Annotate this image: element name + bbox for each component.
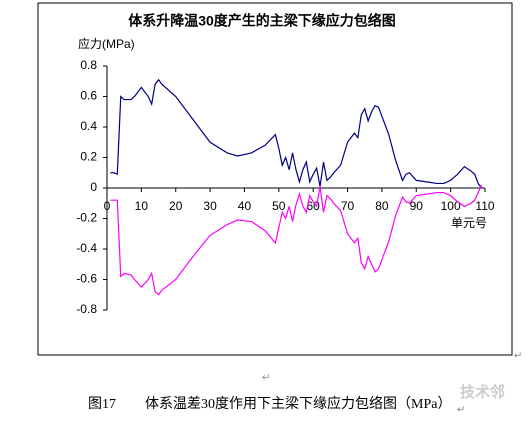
x-tick-label: 70 (341, 199, 355, 213)
x-tick-label: 20 (169, 199, 183, 213)
series-line (110, 184, 483, 296)
paragraph-mark: ↵ (457, 405, 465, 416)
chart-title: 体系升降温30度产生的主梁下缘应力包络图 (128, 13, 396, 29)
paragraph-mark: ↵ (514, 351, 522, 362)
y-axis-label: 应力(MPa) (78, 36, 135, 51)
x-tick-label: 80 (375, 199, 389, 213)
x-tick-label: 10 (135, 199, 149, 213)
y-tick-label: 0 (90, 180, 97, 194)
y-tick-label: -0.6 (76, 272, 97, 286)
y-tick-label: 0.6 (80, 89, 97, 103)
x-tick-label: 50 (272, 199, 286, 213)
y-tick-label: 0.2 (80, 150, 97, 164)
paragraph-mark: ↵ (262, 373, 270, 384)
y-tick-label: -0.2 (76, 211, 97, 225)
y-tick-label: 0.8 (80, 58, 97, 72)
x-axis-label: 单元号 (451, 216, 487, 230)
series-line (110, 78, 483, 189)
chart-frame (37, 2, 513, 356)
y-tick-label: 0.4 (80, 119, 97, 133)
y-tick-label: -0.8 (76, 302, 97, 316)
caption-text: 体系温差30度作用下主梁下缘应力包络图（MPa） (145, 395, 451, 412)
y-tick-label: -0.4 (76, 241, 97, 255)
caption-number: 图17 (88, 397, 116, 412)
watermark: 技术邻 (460, 383, 505, 401)
x-tick-label: 0 (104, 199, 111, 213)
x-tick-label: 40 (238, 199, 252, 213)
x-tick-label: 90 (410, 199, 424, 213)
x-tick-label: 30 (203, 199, 217, 213)
x-tick-label: 110 (475, 199, 494, 213)
x-tick-label: 100 (441, 199, 461, 213)
